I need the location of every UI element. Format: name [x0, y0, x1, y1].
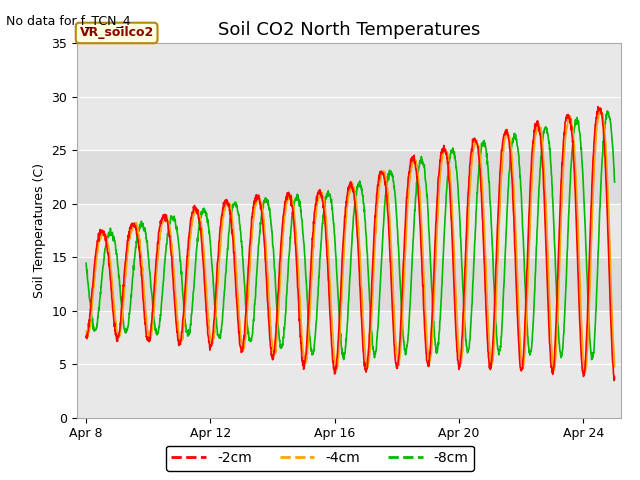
Title: Soil CO2 North Temperatures: Soil CO2 North Temperatures	[218, 21, 480, 39]
Bar	[77, 150, 621, 204]
Text: No data for f_TCN_4: No data for f_TCN_4	[6, 14, 131, 27]
Bar	[77, 257, 621, 311]
X-axis label: Time: Time	[333, 446, 364, 459]
Text: VR_soilco2: VR_soilco2	[79, 26, 154, 39]
Legend: -2cm, -4cm, -8cm: -2cm, -4cm, -8cm	[166, 445, 474, 471]
Y-axis label: Soil Temperatures (C): Soil Temperatures (C)	[33, 163, 45, 298]
